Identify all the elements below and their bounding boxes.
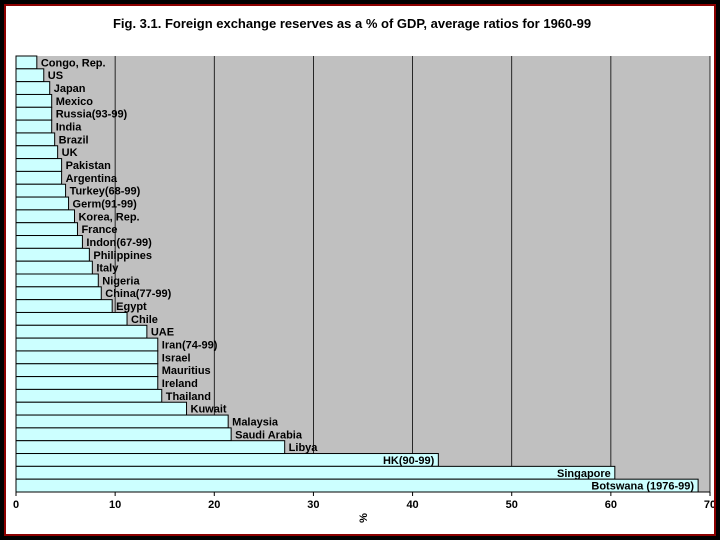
bar-label: Ireland (162, 378, 198, 390)
bar (15, 222, 78, 237)
bar (15, 55, 38, 70)
bar-label: Korea, Rep. (78, 211, 139, 223)
bar-label: Turkey(68-99) (70, 186, 141, 198)
bar-label: Pakistan (66, 160, 112, 172)
bar-label: Chile (131, 314, 158, 326)
bar-label: Botswana (1976-99) (591, 481, 694, 493)
x-tick-label: 50 (506, 499, 518, 511)
bar (15, 453, 439, 467)
bar-label: Israel (162, 352, 191, 364)
bar (15, 209, 75, 224)
x-axis-label: % (358, 513, 370, 523)
bar-label: Italy (96, 263, 119, 275)
bar-label: Iran(74-99) (162, 340, 218, 352)
bar-label: Indon(67-99) (86, 237, 152, 249)
bar (15, 324, 148, 339)
bar (15, 401, 188, 416)
bar (15, 93, 53, 108)
chart-title: Fig. 3.1. Foreign exchange reserves as a… (113, 16, 591, 31)
bar (15, 363, 159, 378)
bar (15, 311, 128, 326)
bar (15, 299, 113, 313)
gridlines (114, 56, 711, 492)
x-tick-label: 30 (307, 499, 319, 511)
bar-label: Russia(93-99) (56, 109, 128, 121)
bar (15, 158, 63, 172)
bar (15, 183, 67, 198)
bar (15, 132, 56, 147)
bar (15, 388, 163, 403)
bar (15, 145, 59, 160)
bar (15, 235, 83, 249)
bar-label: Malaysia (232, 416, 279, 428)
bar (15, 465, 616, 480)
x-tick-label: 10 (109, 499, 121, 511)
bar (15, 376, 159, 390)
bar (15, 68, 45, 83)
x-tick-label: 0 (13, 499, 19, 511)
bar (15, 247, 90, 262)
bar-label: Congo, Rep. (41, 57, 106, 69)
bar-label: China(77-99) (105, 288, 171, 300)
bar (15, 286, 102, 301)
bar (15, 119, 53, 134)
bar-label: Brazil (59, 134, 89, 146)
bar-label: Saudi Arabia (235, 429, 303, 441)
x-tick-label: 70 (704, 499, 714, 511)
bar (15, 440, 286, 455)
bar-label: Argentina (66, 173, 118, 185)
bar-label: Kuwait (191, 404, 227, 416)
bar-label: Japan (54, 83, 86, 95)
bar-label: US (48, 70, 63, 82)
bar-label: India (56, 122, 83, 134)
bar-label: Libya (289, 442, 319, 454)
bar-label: Mexico (56, 96, 94, 108)
bar (15, 106, 53, 121)
x-axis: 0 10 20 30 40 50 60 70 (13, 56, 714, 511)
bar-label: France (81, 224, 117, 236)
bar (15, 273, 99, 288)
chart: Fig. 3.1. Foreign exchange reserves as a… (13, 16, 714, 523)
bar (15, 170, 63, 185)
bar (15, 427, 232, 442)
slide-frame: Fig. 3.1. Foreign exchange reserves as a… (4, 4, 716, 536)
bar-label: UAE (151, 327, 174, 339)
bar-label: Egypt (116, 301, 147, 313)
x-tick-label: 20 (208, 499, 220, 511)
bar-label: UK (62, 147, 78, 159)
bar (15, 196, 70, 211)
bar-label: Philippines (93, 250, 152, 262)
bar-label: Singapore (557, 468, 611, 480)
bar-label: Nigeria (102, 275, 140, 287)
bar (15, 81, 51, 95)
bar (15, 337, 159, 352)
x-tick-label: 60 (605, 499, 617, 511)
x-tick-label: 40 (406, 499, 418, 511)
bar-label: Thailand (166, 391, 211, 403)
bar-label: Germ(91-99) (73, 198, 138, 210)
bar-label: HK(90-99) (383, 455, 435, 467)
bar (15, 414, 229, 429)
bar-label: Mauritius (162, 365, 211, 377)
bar (15, 260, 93, 275)
bar (15, 350, 159, 365)
